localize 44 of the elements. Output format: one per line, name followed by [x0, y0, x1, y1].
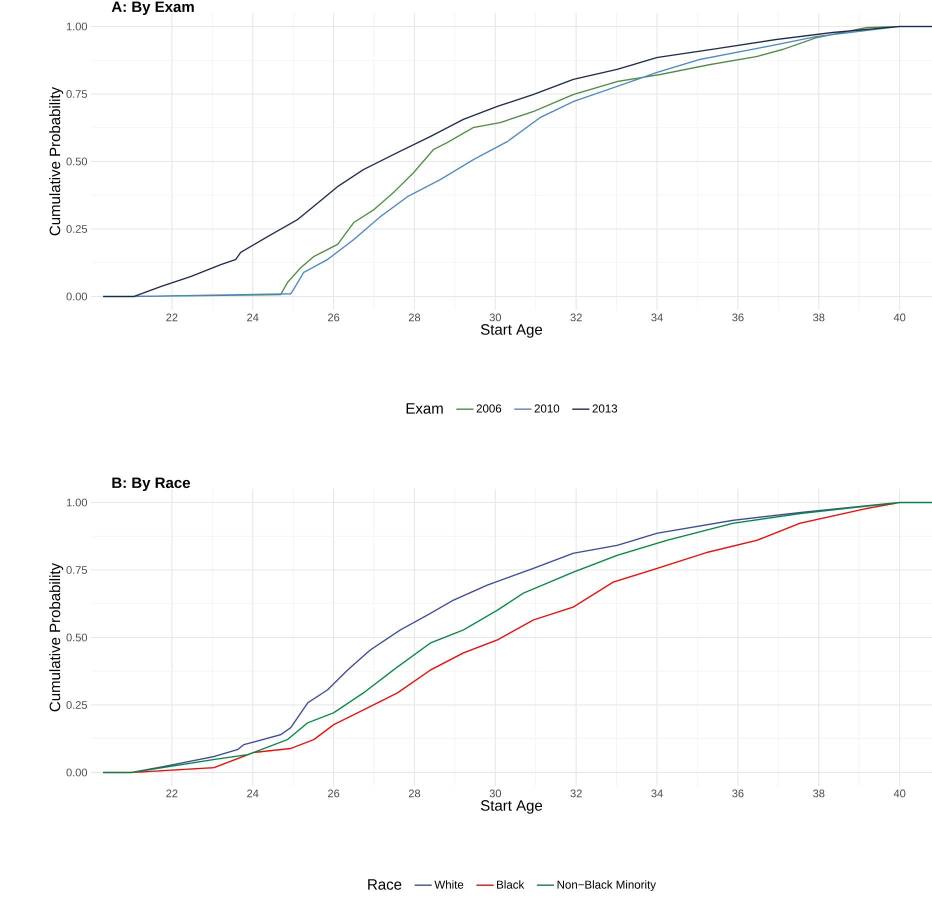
- legend-label: Non−Black Minority: [558, 880, 656, 891]
- y-tick-label: 0.25: [66, 701, 87, 709]
- x-tick-label: 28: [408, 790, 420, 798]
- y-axis-title: Cumulative Probability: [49, 562, 64, 712]
- y-tick-label: 0.00: [66, 292, 88, 300]
- legend-label: 2006: [476, 404, 502, 413]
- y-tick-label: 0.75: [66, 90, 87, 98]
- x-tick-label: 30: [490, 790, 502, 798]
- x-tick-label: 24: [247, 790, 259, 798]
- y-tick-label: 0.50: [66, 634, 88, 642]
- legend-label: White: [434, 880, 464, 889]
- x-axis-title: Start Age: [480, 800, 542, 814]
- legend-label: Black: [497, 880, 524, 889]
- x-tick-label: 22: [166, 790, 178, 798]
- x-tick-label: 34: [651, 314, 663, 322]
- x-tick-label: 24: [247, 314, 259, 322]
- x-tick-label: 40: [894, 314, 906, 322]
- legend-label: 2010: [534, 404, 560, 413]
- y-tick-label: 0.00: [66, 768, 88, 776]
- y-tick-label: 1.00: [66, 22, 88, 30]
- x-tick-label: 36: [732, 314, 744, 322]
- y-tick-label: 1.00: [66, 498, 88, 506]
- x-tick-label: 38: [813, 314, 824, 322]
- x-tick-label: 28: [408, 314, 420, 322]
- x-tick-label: 36: [732, 790, 744, 798]
- x-tick-label: 26: [328, 790, 340, 798]
- x-tick-label: 26: [328, 314, 340, 322]
- x-tick-label: 32: [570, 314, 582, 322]
- x-axis-title: Start Age: [480, 324, 542, 338]
- chart-title: B: By Race: [112, 478, 190, 492]
- legend-title: Exam: [406, 403, 443, 414]
- legend-label: 2013: [592, 404, 618, 413]
- x-tick-label: 32: [570, 790, 582, 798]
- legend-title: Race: [368, 879, 402, 890]
- y-tick-label: 0.75: [66, 566, 87, 574]
- x-tick-label: 22: [166, 314, 178, 322]
- x-tick-label: 34: [651, 790, 663, 798]
- y-axis-title: Cumulative Probability: [49, 86, 64, 236]
- x-tick-label: 38: [813, 790, 824, 798]
- x-tick-label: 40: [894, 790, 906, 798]
- y-tick-label: 0.25: [66, 225, 87, 233]
- x-tick-label: 30: [490, 314, 502, 322]
- chart-title: A: By Exam: [112, 2, 194, 16]
- y-tick-label: 0.50: [66, 158, 88, 166]
